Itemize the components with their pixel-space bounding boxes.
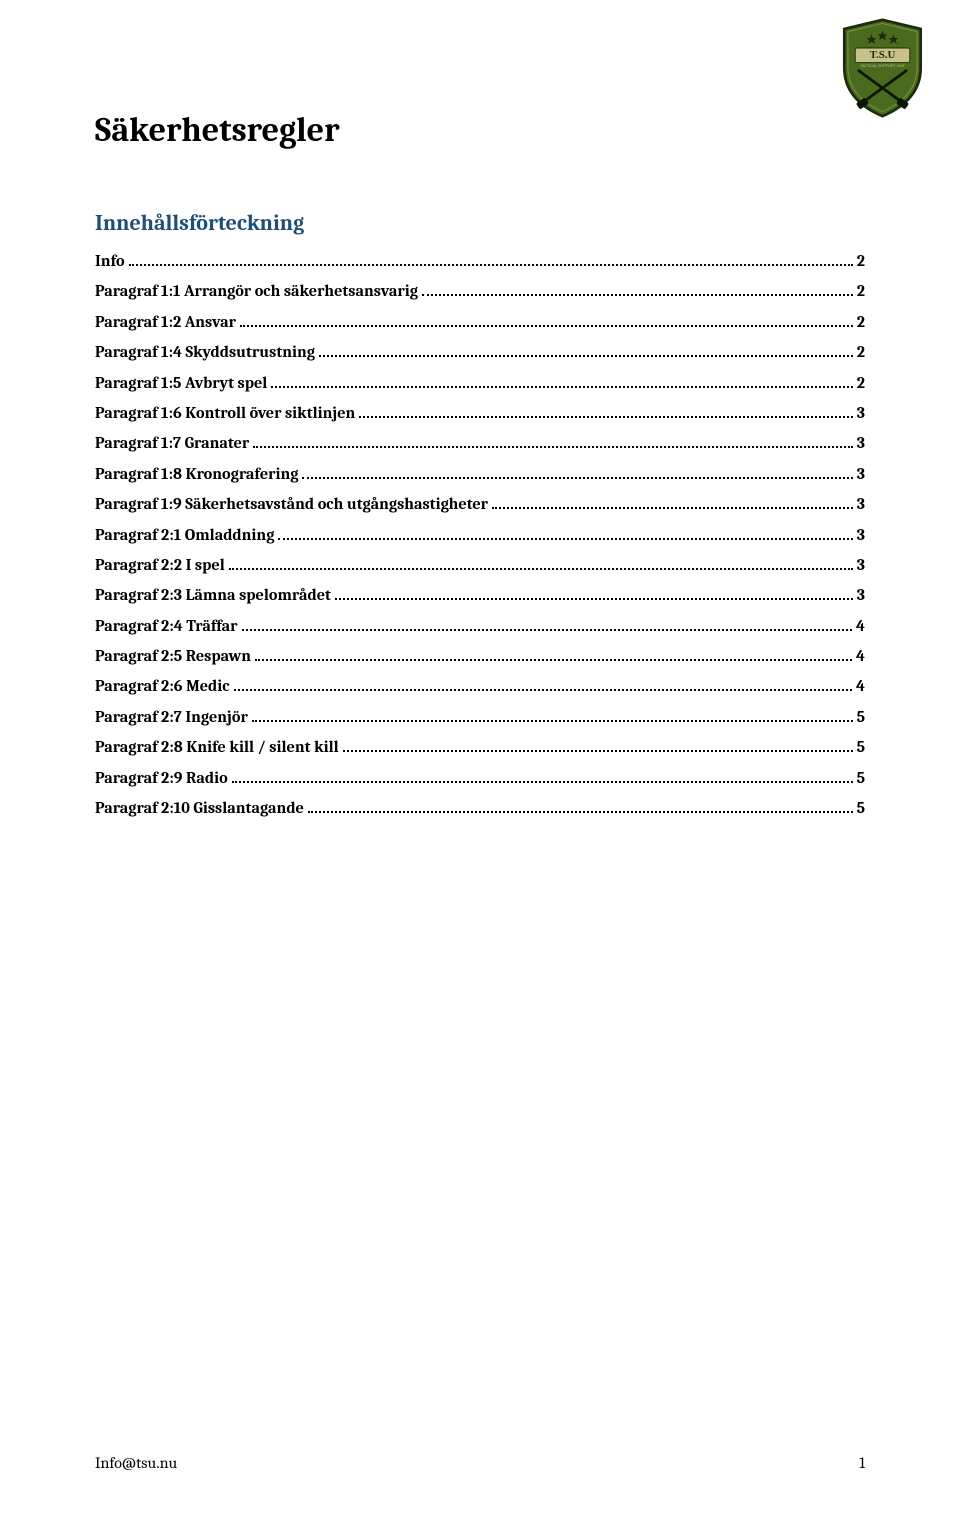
toc-page: 2 [857,376,865,392]
toc-label: Paragraf 1:4 Skyddsutrustning [95,345,315,361]
toc-label: Paragraf 2:4 Träffar [95,619,238,635]
toc-leader [278,530,852,540]
toc-label: Paragraf 2:3 Lämna spelområdet [95,588,331,604]
toc-row[interactable]: Paragraf 2:10 Gisslantagande 5 [95,801,865,817]
toc-page: 3 [857,588,865,604]
toc-label: Paragraf 1:8 Kronografering [95,467,298,483]
svg-text:T.S.U: T.S.U [870,49,896,61]
toc-leader [234,682,852,692]
toc-page: 3 [857,497,865,513]
toc-label: Paragraf 2:8 Knife kill / silent kill [95,740,339,756]
toc-leader [255,651,852,661]
toc-row[interactable]: Paragraf 2:1 Omladdning 3 [95,528,865,544]
footer: Info@tsu.nu 1 [95,1454,865,1472]
toc-row[interactable]: Paragraf 2:3 Lämna spelområdet 3 [95,588,865,604]
toc-label: Paragraf 2:7 Ingenjör [95,710,248,726]
toc-page: 5 [857,740,865,756]
toc-page: 2 [857,254,865,270]
toc-page: 3 [857,406,865,422]
toc-leader [319,347,853,357]
toc-row[interactable]: Paragraf 1:9 Säkerhetsavstånd och utgång… [95,497,865,513]
svg-text:TACTICAL SUPPORT UNIT: TACTICAL SUPPORT UNIT [860,64,906,68]
toc-leader [271,378,852,388]
toc-page: 3 [857,436,865,452]
toc-leader [253,439,853,449]
footer-page-number: 1 [859,1454,865,1472]
toc-leader [252,712,853,722]
toc-row[interactable]: Paragraf 2:8 Knife kill / silent kill 5 [95,740,865,756]
toc-label: Paragraf 2:9 Radio [95,771,228,787]
toc-row[interactable]: Paragraf 2:6 Medic 4 [95,679,865,695]
page-title: Säkerhetsregler [95,110,865,150]
toc-page: 3 [857,467,865,483]
toc-page: 5 [857,710,865,726]
toc-label: Paragraf 1:5 Avbryt spel [95,376,267,392]
toc-leader [232,773,853,783]
toc-row[interactable]: Info 2 [95,254,865,270]
toc-page: 3 [857,528,865,544]
toc-label: Paragraf 2:2 I spel [95,558,225,574]
toc-label: Paragraf 1:7 Granater [95,436,249,452]
toc-row[interactable]: Paragraf 2:4 Träffar 4 [95,619,865,635]
toc-label: Paragraf 2:10 Gisslantagande [95,801,304,817]
toc: Info 2 Paragraf 1:1 Arrangör och säkerhets… [95,254,865,817]
toc-row[interactable]: Paragraf 1:4 Skyddsutrustning 2 [95,345,865,361]
toc-label: Paragraf 1:9 Säkerhetsavstånd och utgång… [95,497,488,513]
toc-leader [242,621,853,631]
toc-label: Paragraf 1:2 Ansvar [95,315,236,331]
toc-leader [229,560,853,570]
toc-row[interactable]: Paragraf 1:8 Kronografering 3 [95,467,865,483]
toc-row[interactable]: Paragraf 1:1 Arrangör och säkerhetsansva… [95,284,865,300]
toc-page: 2 [857,284,865,300]
toc-row[interactable]: Paragraf 2:2 I spel 3 [95,558,865,574]
toc-leader [302,469,852,479]
toc-label: Info [95,254,125,270]
toc-leader [422,287,853,297]
toc-leader [492,499,853,509]
toc-leader [343,743,853,753]
toc-page: 5 [857,801,865,817]
toc-page: 4 [856,649,865,665]
toc-row[interactable]: Paragraf 1:5 Avbryt spel 2 [95,376,865,392]
toc-label: Paragraf 2:1 Omladdning [95,528,274,544]
toc-row[interactable]: Paragraf 1:6 Kontroll över siktlinjen 3 [95,406,865,422]
toc-row[interactable]: Paragraf 1:7 Granater 3 [95,436,865,452]
toc-page: 2 [857,315,865,331]
toc-page: 4 [856,679,865,695]
toc-label: Paragraf 1:1 Arrangör och säkerhetsansva… [95,284,418,300]
toc-page: 3 [857,558,865,574]
toc-page: 4 [856,619,865,635]
toc-leader [240,317,853,327]
footer-email: Info@tsu.nu [95,1454,177,1472]
toc-row[interactable]: Paragraf 1:2 Ansvar 2 [95,315,865,331]
toc-label: Paragraf 1:6 Kontroll över siktlinjen [95,406,355,422]
shield-icon: T.S.U TACTICAL SUPPORT UNIT [835,18,930,118]
page: T.S.U TACTICAL SUPPORT UNIT Säkerhetsreg… [0,0,960,1524]
tsu-logo: T.S.U TACTICAL SUPPORT UNIT [835,18,930,118]
toc-leader [359,408,852,418]
toc-label: Paragraf 2:5 Respawn [95,649,251,665]
toc-page: 2 [857,345,865,361]
toc-leader [308,803,853,813]
toc-label: Paragraf 2:6 Medic [95,679,230,695]
toc-row[interactable]: Paragraf 2:7 Ingenjör 5 [95,710,865,726]
toc-page: 5 [857,771,865,787]
toc-row[interactable]: Paragraf 2:5 Respawn 4 [95,649,865,665]
toc-leader [129,256,853,266]
toc-leader [335,591,853,601]
toc-row[interactable]: Paragraf 2:9 Radio 5 [95,771,865,787]
toc-heading: Innehållsförteckning [95,210,865,236]
